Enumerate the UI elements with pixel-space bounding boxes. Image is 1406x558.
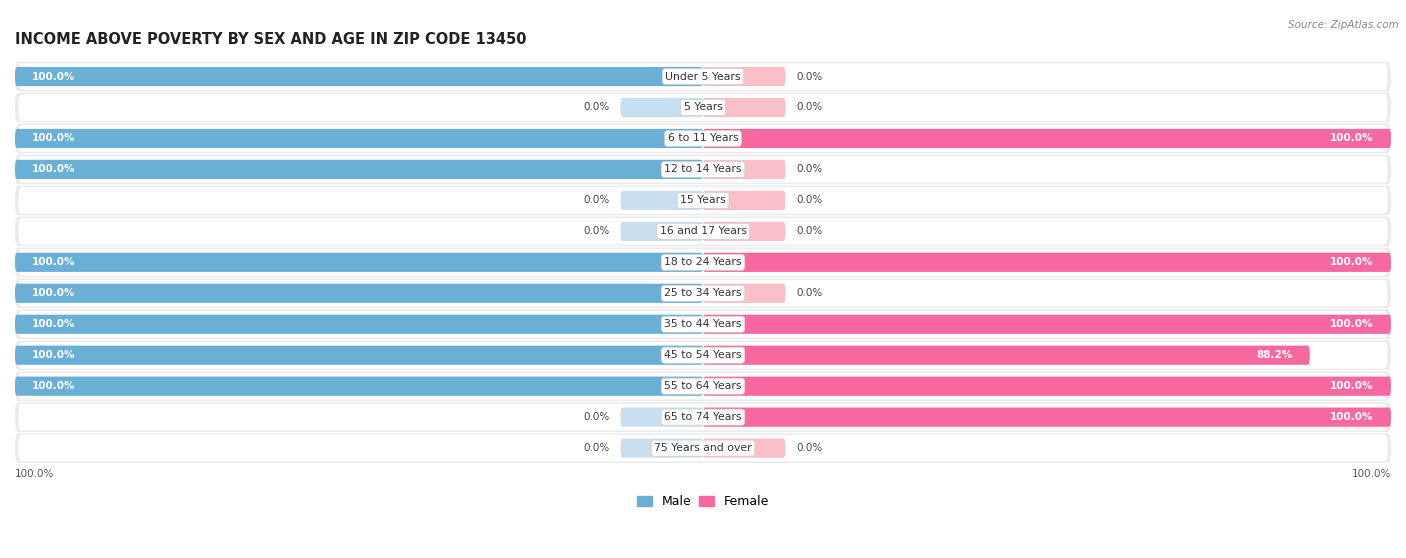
Text: 0.0%: 0.0%	[583, 443, 610, 453]
FancyBboxPatch shape	[703, 315, 1391, 334]
FancyBboxPatch shape	[18, 94, 1388, 121]
Text: 100.0%: 100.0%	[1351, 469, 1391, 479]
FancyBboxPatch shape	[15, 371, 1391, 401]
FancyBboxPatch shape	[620, 407, 703, 427]
Text: 0.0%: 0.0%	[583, 103, 610, 113]
Text: 100.0%: 100.0%	[32, 381, 76, 391]
FancyBboxPatch shape	[620, 98, 703, 117]
FancyBboxPatch shape	[703, 222, 786, 241]
Text: 100.0%: 100.0%	[1330, 381, 1374, 391]
FancyBboxPatch shape	[15, 377, 703, 396]
FancyBboxPatch shape	[15, 345, 703, 365]
Text: 100.0%: 100.0%	[32, 350, 76, 360]
FancyBboxPatch shape	[703, 345, 1310, 365]
FancyBboxPatch shape	[18, 249, 1388, 276]
Text: 45 to 54 Years: 45 to 54 Years	[664, 350, 742, 360]
FancyBboxPatch shape	[15, 155, 1391, 184]
FancyBboxPatch shape	[703, 191, 786, 210]
FancyBboxPatch shape	[18, 218, 1388, 244]
FancyBboxPatch shape	[703, 67, 786, 86]
FancyBboxPatch shape	[15, 278, 1391, 308]
FancyBboxPatch shape	[18, 404, 1388, 430]
Text: 55 to 64 Years: 55 to 64 Years	[664, 381, 742, 391]
FancyBboxPatch shape	[15, 160, 703, 179]
FancyBboxPatch shape	[18, 63, 1388, 90]
Text: 16 and 17 Years: 16 and 17 Years	[659, 227, 747, 237]
FancyBboxPatch shape	[15, 62, 1391, 92]
Legend: Male, Female: Male, Female	[631, 490, 775, 513]
FancyBboxPatch shape	[15, 217, 1391, 246]
Text: 6 to 11 Years: 6 to 11 Years	[668, 133, 738, 143]
FancyBboxPatch shape	[15, 283, 703, 303]
FancyBboxPatch shape	[620, 191, 703, 210]
FancyBboxPatch shape	[620, 222, 703, 241]
FancyBboxPatch shape	[18, 342, 1388, 368]
FancyBboxPatch shape	[15, 123, 1391, 153]
FancyBboxPatch shape	[15, 253, 703, 272]
Text: 65 to 74 Years: 65 to 74 Years	[664, 412, 742, 422]
FancyBboxPatch shape	[620, 439, 703, 458]
Text: 35 to 44 Years: 35 to 44 Years	[664, 319, 742, 329]
Text: 18 to 24 Years: 18 to 24 Years	[664, 257, 742, 267]
FancyBboxPatch shape	[703, 407, 1391, 427]
FancyBboxPatch shape	[18, 435, 1388, 461]
Text: 0.0%: 0.0%	[583, 195, 610, 205]
Text: 25 to 34 Years: 25 to 34 Years	[664, 288, 742, 299]
FancyBboxPatch shape	[15, 433, 1391, 463]
FancyBboxPatch shape	[703, 253, 1391, 272]
FancyBboxPatch shape	[15, 93, 1391, 122]
Text: 100.0%: 100.0%	[1330, 319, 1374, 329]
FancyBboxPatch shape	[703, 283, 786, 303]
FancyBboxPatch shape	[15, 340, 1391, 370]
FancyBboxPatch shape	[703, 98, 786, 117]
Text: 88.2%: 88.2%	[1257, 350, 1292, 360]
Text: 100.0%: 100.0%	[32, 133, 76, 143]
FancyBboxPatch shape	[703, 377, 1391, 396]
Text: 0.0%: 0.0%	[583, 227, 610, 237]
Text: 0.0%: 0.0%	[796, 103, 823, 113]
Text: 100.0%: 100.0%	[1330, 412, 1374, 422]
FancyBboxPatch shape	[703, 439, 786, 458]
FancyBboxPatch shape	[15, 129, 703, 148]
FancyBboxPatch shape	[15, 67, 703, 86]
Text: INCOME ABOVE POVERTY BY SEX AND AGE IN ZIP CODE 13450: INCOME ABOVE POVERTY BY SEX AND AGE IN Z…	[15, 32, 526, 47]
FancyBboxPatch shape	[18, 373, 1388, 400]
Text: 0.0%: 0.0%	[796, 71, 823, 81]
Text: 100.0%: 100.0%	[32, 71, 76, 81]
Text: 100.0%: 100.0%	[1330, 133, 1374, 143]
Text: 100.0%: 100.0%	[32, 288, 76, 299]
FancyBboxPatch shape	[703, 129, 1391, 148]
FancyBboxPatch shape	[15, 247, 1391, 277]
Text: 0.0%: 0.0%	[796, 227, 823, 237]
FancyBboxPatch shape	[18, 311, 1388, 338]
Text: Under 5 Years: Under 5 Years	[665, 71, 741, 81]
FancyBboxPatch shape	[18, 187, 1388, 214]
Text: 0.0%: 0.0%	[583, 412, 610, 422]
Text: 12 to 14 Years: 12 to 14 Years	[664, 165, 742, 175]
Text: Source: ZipAtlas.com: Source: ZipAtlas.com	[1288, 20, 1399, 30]
Text: 100.0%: 100.0%	[1330, 257, 1374, 267]
Text: 5 Years: 5 Years	[683, 103, 723, 113]
Text: 0.0%: 0.0%	[796, 288, 823, 299]
Text: 100.0%: 100.0%	[15, 469, 55, 479]
Text: 100.0%: 100.0%	[32, 257, 76, 267]
FancyBboxPatch shape	[18, 156, 1388, 182]
Text: 75 Years and over: 75 Years and over	[654, 443, 752, 453]
Text: 0.0%: 0.0%	[796, 443, 823, 453]
FancyBboxPatch shape	[15, 309, 1391, 339]
Text: 100.0%: 100.0%	[32, 165, 76, 175]
Text: 15 Years: 15 Years	[681, 195, 725, 205]
Text: 100.0%: 100.0%	[32, 319, 76, 329]
Text: 0.0%: 0.0%	[796, 165, 823, 175]
Text: 0.0%: 0.0%	[796, 195, 823, 205]
FancyBboxPatch shape	[15, 185, 1391, 215]
FancyBboxPatch shape	[18, 280, 1388, 306]
FancyBboxPatch shape	[15, 402, 1391, 432]
FancyBboxPatch shape	[15, 315, 703, 334]
FancyBboxPatch shape	[703, 160, 786, 179]
FancyBboxPatch shape	[18, 125, 1388, 152]
